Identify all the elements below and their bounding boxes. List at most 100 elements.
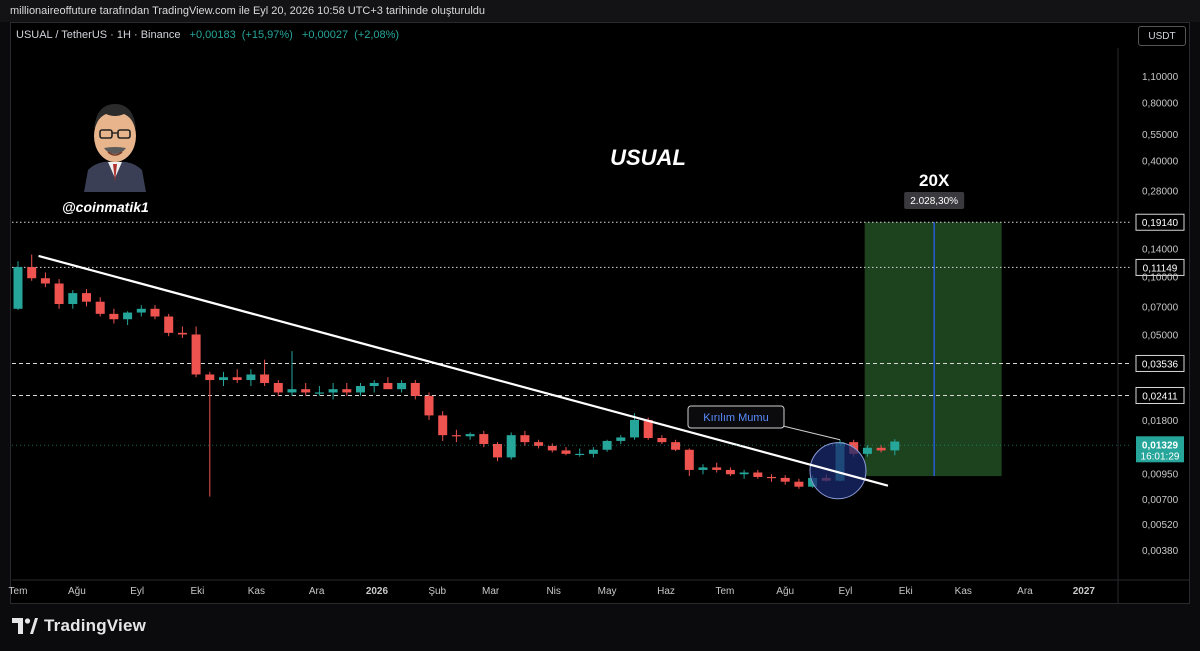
currency-button[interactable]: USDT	[1138, 26, 1186, 46]
author-handle: @coinmatik1	[62, 199, 149, 215]
candle-body	[794, 481, 804, 487]
x-tick-label: Kas	[248, 586, 265, 597]
candle-body	[643, 419, 653, 439]
candle-body	[260, 374, 270, 383]
candle-body	[602, 440, 612, 450]
candle-body	[95, 301, 105, 314]
current-price-tag	[1136, 436, 1184, 463]
target-range-box	[864, 222, 1002, 477]
y-tick-label: 0,80000	[1142, 99, 1179, 110]
x-tick-label: Haz	[657, 586, 675, 597]
candle-body	[767, 476, 776, 479]
x-tick-label: Şub	[428, 586, 446, 597]
x-tick-label: 2026	[366, 586, 389, 597]
price-level-label: 0,19140	[1142, 218, 1179, 229]
y-tick-label: 0,01800	[1142, 416, 1179, 427]
candle-body	[273, 382, 283, 393]
candle-body	[465, 434, 475, 437]
y-tick-label: 0,55000	[1142, 130, 1179, 141]
target-pct-box	[904, 192, 965, 209]
candle-body	[534, 442, 544, 446]
x-tick-label: Nis	[546, 586, 560, 597]
price-level-tag	[1135, 213, 1185, 231]
attribution-bar: millionaireoffuture tarafından TradingVi…	[0, 0, 1200, 22]
candle-body	[451, 435, 461, 437]
candle-body	[725, 469, 735, 475]
candle-body	[780, 477, 790, 482]
tradingview-logo-text: TradingView	[44, 616, 147, 635]
candle-body	[397, 382, 407, 390]
candle-body	[547, 445, 557, 451]
candle-body	[561, 450, 571, 454]
change2-abs: +0,00027	[301, 29, 349, 41]
candle-body	[27, 267, 37, 279]
current-price-timer: 16:01:29	[1141, 451, 1180, 462]
candle-body	[82, 293, 91, 302]
candle-body	[177, 332, 187, 335]
price-level-label: 0,02411	[1142, 391, 1178, 402]
candle-body	[287, 389, 297, 393]
candle-body	[356, 386, 365, 393]
x-tick-label: May	[598, 586, 617, 597]
candle-body	[369, 382, 379, 387]
candle-body	[862, 447, 872, 454]
y-tick-label: 1,10000	[1142, 72, 1179, 83]
candle-body	[739, 472, 749, 475]
candle-body	[328, 389, 338, 393]
x-tick-label: Ağu	[776, 586, 794, 597]
x-tick-label: Ağu	[68, 586, 86, 597]
y-tick-label: 0,40000	[1142, 157, 1179, 168]
candle-body	[520, 435, 530, 443]
candle-body	[671, 442, 681, 450]
candle-body	[410, 382, 420, 396]
candle-body	[205, 374, 215, 381]
candle-body	[588, 449, 598, 454]
candle-body	[342, 389, 352, 393]
x-tick-label: Mar	[482, 586, 500, 597]
candle-body	[219, 377, 228, 381]
change-abs: +0,00183	[189, 29, 236, 41]
tradingview-logo-icon	[12, 618, 38, 634]
y-tick-label: 0,05000	[1142, 330, 1179, 341]
x-tick-label: 2027	[1073, 586, 1096, 597]
candle-body	[493, 443, 502, 458]
x-tick-label: Tem	[9, 586, 28, 597]
candle-body	[876, 447, 886, 451]
price-level-tag	[1135, 386, 1185, 404]
candle-body	[657, 438, 667, 443]
tradingview-logo: TradingView	[12, 616, 146, 636]
candle-body	[424, 395, 434, 416]
y-tick-label: 0,28000	[1142, 186, 1179, 197]
x-tick-label: Eki	[191, 586, 205, 597]
candle-body	[890, 441, 900, 451]
candle-body	[136, 308, 146, 313]
y-tick-label: 0,00700	[1142, 495, 1179, 506]
candle-body	[232, 377, 242, 381]
candle-body	[123, 312, 133, 320]
candle-body	[40, 278, 50, 284]
candle-body	[438, 415, 448, 436]
candle-body	[753, 472, 763, 477]
downtrend-line	[38, 254, 889, 487]
x-tick-label: Eyl	[839, 586, 853, 597]
x-tick-label: Kas	[955, 586, 972, 597]
candle-body	[479, 434, 489, 444]
candle-body	[13, 267, 23, 309]
y-tick-label: 0,00380	[1142, 546, 1179, 557]
candle-body	[506, 435, 516, 458]
change-pct: (+15,97%)	[241, 29, 293, 41]
price-level-label: 0,11149	[1143, 263, 1178, 274]
price-level-tag	[1135, 258, 1185, 276]
candle-body	[575, 453, 585, 456]
candle-body	[164, 316, 174, 333]
price-level-tag	[1135, 354, 1185, 372]
breakout-label: Kırılım Mumu	[703, 412, 768, 424]
candle-body	[616, 437, 626, 441]
candle-body	[191, 334, 201, 375]
candle-body	[630, 419, 639, 438]
candle-body	[109, 313, 119, 320]
breakout-pointer	[782, 425, 841, 441]
current-price-label: 0,01329	[1142, 440, 1179, 451]
candle-body	[246, 374, 256, 381]
